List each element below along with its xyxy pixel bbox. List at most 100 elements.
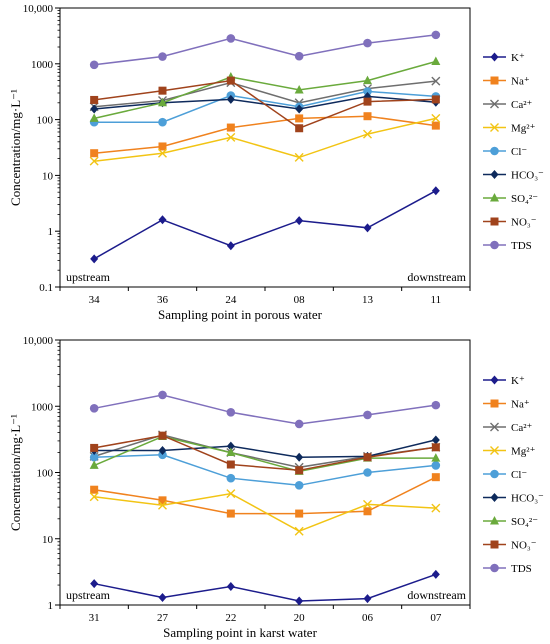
series-2 [90, 112, 440, 158]
series-8 [90, 431, 440, 475]
data-point [158, 97, 167, 107]
data-point [363, 75, 372, 85]
data-point [431, 400, 441, 410]
legend-entry: Na⁺ [483, 76, 530, 88]
x-tick-label: 34 [89, 294, 101, 306]
series-line [94, 90, 436, 123]
data-point [295, 124, 304, 133]
data-point [295, 466, 304, 475]
data-point [363, 38, 372, 48]
legend-label: Cl⁻ [511, 469, 527, 481]
data-point [226, 34, 236, 43]
data-point [158, 52, 167, 61]
legend-marker [490, 52, 499, 62]
data-point [294, 419, 304, 429]
data-point [363, 410, 372, 420]
series-9 [89, 390, 441, 429]
data-point [431, 461, 441, 470]
x-tick-label: 06 [362, 612, 374, 624]
legend-label: Mg²⁺ [511, 123, 536, 135]
data-point [226, 460, 235, 469]
x-tick-label: 13 [362, 294, 374, 306]
data-point [90, 149, 99, 158]
x-tick-label: 36 [157, 294, 169, 306]
data-point [90, 579, 99, 589]
series-line [94, 117, 436, 162]
data-point [89, 156, 99, 166]
series-line [94, 454, 436, 487]
legend-entry: Na⁺ [483, 399, 530, 411]
y-tick-label: 100 [37, 468, 54, 480]
y-tick-label: 0.1 [39, 282, 53, 294]
data-point [431, 95, 440, 104]
data-point [363, 87, 372, 96]
data-point [158, 215, 167, 225]
data-point [89, 460, 99, 469]
legend-entry: Ca²⁺ [483, 99, 533, 111]
data-point [431, 56, 441, 65]
legend-marker [490, 193, 499, 202]
data-point [158, 390, 167, 400]
data-point [90, 95, 99, 104]
y-tick-label: 1000 [31, 59, 54, 71]
data-point [90, 485, 99, 494]
data-point [158, 148, 167, 158]
y-tick-label: 10,000 [23, 335, 54, 347]
plot-frame [59, 339, 471, 606]
legend-label: HCO₃⁻ [511, 493, 544, 505]
legend-label: Ca²⁺ [511, 422, 533, 434]
series-line [94, 439, 436, 458]
data-point [226, 509, 235, 518]
y-tick-label: 10 [42, 170, 54, 182]
legend-marker [490, 493, 499, 502]
data-point [295, 104, 304, 114]
legend-label: TDS [511, 563, 532, 575]
x-axis-label: Sampling point in porous water [158, 307, 323, 322]
data-point [89, 60, 99, 70]
legend-label: SO₄²⁻ [511, 516, 538, 528]
legend-marker [490, 146, 499, 156]
data-point [363, 468, 372, 477]
data-point [226, 76, 235, 85]
downstream-label: downstream [407, 270, 466, 284]
series-5 [89, 450, 441, 490]
series-line [94, 492, 436, 533]
data-point [158, 431, 167, 440]
data-point [295, 596, 304, 606]
data-point [90, 104, 99, 114]
data-point [158, 86, 167, 95]
data-point [295, 452, 304, 462]
legend-entry: Cl⁻ [483, 146, 527, 158]
series-line [94, 434, 436, 472]
data-point [89, 113, 99, 122]
series-line [93, 190, 437, 260]
data-point [226, 123, 235, 132]
x-tick-label: 24 [225, 294, 237, 306]
series-line [94, 34, 436, 66]
legend-label: Na⁺ [511, 399, 530, 411]
data-point [363, 112, 372, 121]
series-1 [90, 569, 440, 606]
legend-entry: NO₃⁻ [483, 540, 537, 552]
legend-marker [490, 516, 499, 525]
series-8 [90, 76, 440, 133]
legend-label: Ca²⁺ [511, 99, 533, 111]
series-line [94, 573, 437, 602]
legend-label: Mg²⁺ [511, 446, 536, 458]
data-point [363, 499, 372, 509]
legend-entry: NO₃⁻ [483, 217, 537, 229]
legend-label: TDS [511, 240, 532, 252]
legend-marker [490, 123, 499, 132]
data-point [158, 142, 167, 151]
data-point [226, 408, 236, 417]
data-point [295, 114, 304, 123]
legend-entry: Cl⁻ [483, 469, 527, 481]
data-point [431, 473, 440, 482]
data-point [226, 447, 236, 457]
legend-label: K⁺ [511, 375, 525, 387]
data-point [226, 582, 235, 592]
data-point [158, 592, 167, 602]
data-point [363, 223, 372, 233]
legend-marker [490, 469, 499, 479]
